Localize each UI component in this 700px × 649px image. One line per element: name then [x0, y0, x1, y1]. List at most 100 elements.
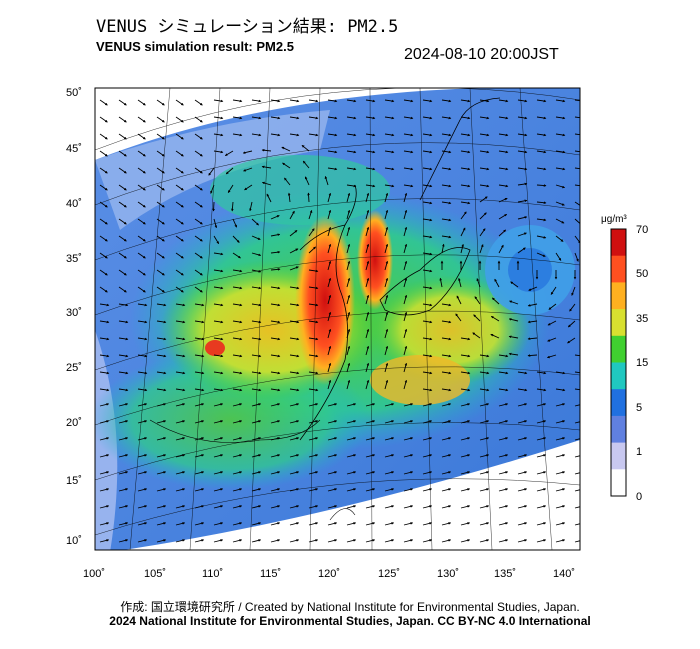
wind-arrow: [517, 454, 528, 458]
wind-arrow: [175, 488, 186, 492]
wind-arrow: [213, 133, 224, 137]
wind-arrow: [270, 388, 281, 392]
wind-arrow: [555, 522, 566, 526]
wind-arrow: [517, 150, 528, 154]
wind-arrow: [251, 320, 262, 324]
wind-arrow: [517, 247, 526, 254]
wind-arrow: [194, 99, 203, 106]
wind-arrow: [156, 303, 167, 307]
wind-arrow: [510, 281, 519, 288]
wind-arrow: [456, 295, 462, 305]
colorbar-segment: [611, 389, 626, 417]
wind-arrow: [137, 539, 148, 543]
wind-arrow: [422, 269, 433, 273]
wind-arrow: [232, 454, 243, 458]
wind-arrow: [118, 320, 129, 324]
colorbar-segment: [611, 362, 626, 390]
wind-arrow: [156, 235, 165, 242]
wind-arrow: [232, 235, 240, 243]
wind-arrow: [460, 243, 464, 254]
wind-arrow: [194, 320, 205, 324]
wind-arrow: [251, 471, 262, 475]
wind-arrow: [403, 192, 408, 203]
wind-arrow: [346, 311, 351, 322]
lon-tick: 110˚: [202, 568, 223, 580]
wind-arrow: [550, 286, 557, 295]
wind-arrow: [118, 522, 129, 526]
wind-arrow: [567, 337, 576, 344]
colorbar: μg/m³ 70 50 35 15 5 1 0: [601, 214, 648, 503]
wind-arrow: [574, 150, 580, 153]
wind-arrow: [365, 345, 370, 356]
wind-arrow: [441, 522, 452, 526]
wind-arrow: [517, 522, 528, 526]
lon-tick: 115˚: [260, 568, 281, 580]
wind-arrow: [251, 488, 262, 492]
wind-arrow: [287, 192, 291, 203]
wind-arrow: [509, 300, 519, 305]
wind-arrow: [308, 354, 319, 358]
wind-arrow: [175, 539, 186, 543]
wind-arrow: [517, 116, 528, 120]
wind-arrow: [99, 488, 110, 492]
wind-arrow: [536, 403, 547, 407]
wind-arrow: [422, 505, 433, 509]
wind-arrow: [346, 184, 357, 188]
wind-arrow: [284, 177, 291, 186]
wind-arrow: [479, 228, 486, 237]
wind-arrow: [422, 133, 433, 137]
wind-arrow: [498, 488, 509, 492]
wind-arrow: [308, 337, 319, 341]
wind-arrow: [175, 184, 184, 191]
wind-arrow: [99, 167, 108, 174]
wind-arrow: [251, 303, 262, 307]
wind-arrow: [261, 148, 272, 152]
wind-arrow: [327, 243, 332, 254]
wind-arrow: [213, 539, 224, 543]
wind-arrow: [175, 252, 184, 259]
wind-arrow: [346, 362, 351, 373]
wind-arrow: [384, 345, 389, 356]
wind-arrow: [156, 505, 167, 509]
wind-arrow: [365, 488, 376, 492]
wind-arrow: [156, 133, 165, 140]
wind-arrow: [99, 354, 110, 358]
wind-arrow: [403, 243, 408, 254]
wind-arrow: [194, 286, 203, 293]
wind-arrow: [156, 420, 167, 424]
wind-arrow: [213, 488, 224, 492]
colorbar-segment: [611, 309, 626, 337]
wind-arrow: [210, 184, 215, 194]
wind-arrow: [346, 167, 357, 171]
wind-arrow: [232, 488, 243, 492]
wind-arrow: [270, 454, 281, 458]
wind-arrow: [156, 252, 165, 259]
wind-arrow: [137, 286, 146, 293]
wind-arrow: [270, 471, 281, 475]
wind-arrow: [99, 201, 108, 208]
wind-arrow: [384, 150, 395, 154]
wind-arrow: [472, 332, 481, 339]
wind-arrow: [346, 328, 351, 339]
wind-arrow: [479, 196, 488, 203]
wind-arrow: [270, 522, 281, 526]
wind-arrow: [232, 99, 243, 103]
wind-arrow: [118, 539, 129, 543]
wind-arrow: [212, 201, 215, 212]
wind-arrow: [422, 420, 433, 424]
wind-arrow: [289, 248, 299, 254]
wind-arrow: [498, 116, 509, 120]
wind-arrow: [251, 354, 262, 358]
wind-arrow: [403, 539, 414, 543]
wind-arrow: [194, 303, 205, 307]
wind-arrow: [422, 354, 433, 358]
wind-arrow: [441, 371, 452, 375]
wind-arrow: [327, 522, 338, 526]
wind-arrow: [384, 454, 395, 458]
wind-arrow: [175, 454, 186, 458]
wind-arrow: [232, 420, 243, 424]
wind-arrow: [99, 522, 110, 526]
wind-arrow: [441, 337, 452, 341]
wind-arrow: [289, 420, 300, 424]
lon-tick: 125˚: [378, 568, 400, 580]
